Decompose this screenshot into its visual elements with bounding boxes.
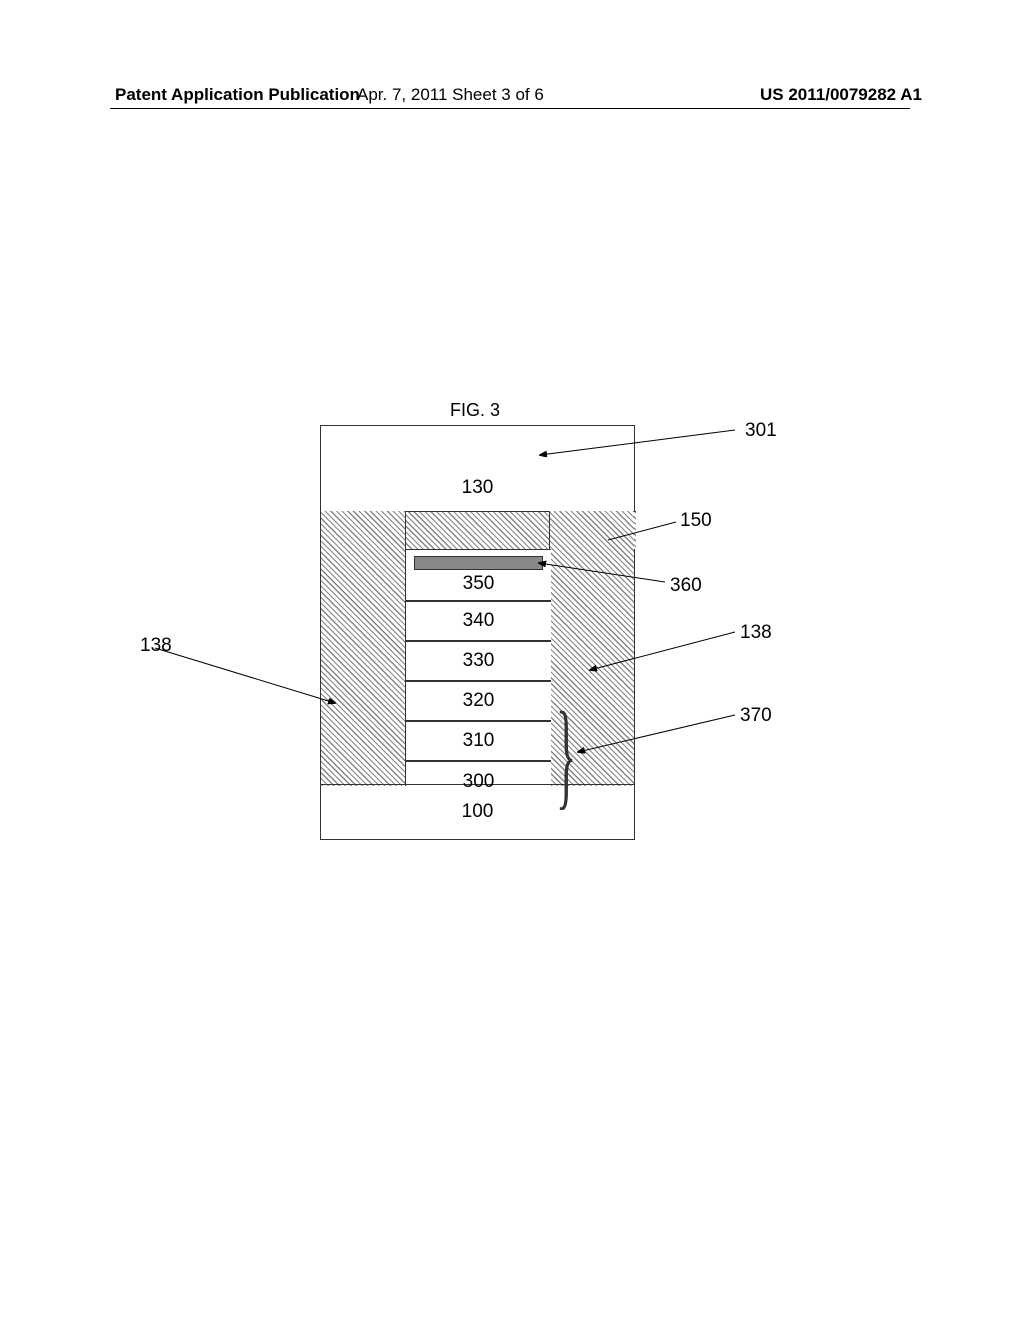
layer-310: 310 bbox=[406, 721, 551, 761]
layer-330: 330 bbox=[406, 641, 551, 681]
layer-130-label: 130 bbox=[462, 477, 494, 499]
header-right: US 2011/0079282 A1 bbox=[760, 85, 922, 105]
layer-stack: 350 340 330 320 310 300 bbox=[406, 549, 551, 801]
hatch-left bbox=[321, 511, 406, 786]
figure-title: FIG. 3 bbox=[450, 400, 500, 421]
callout-370: 370 bbox=[740, 705, 772, 727]
figure-frame: 130 350 340 330 320 310 300 } 100 bbox=[320, 425, 635, 840]
layer-340: 340 bbox=[406, 601, 551, 641]
leader-138-left bbox=[155, 648, 335, 703]
callout-360: 360 bbox=[670, 575, 702, 597]
layer-330-label: 330 bbox=[463, 650, 495, 672]
page: Patent Application Publication Apr. 7, 2… bbox=[0, 0, 1024, 1320]
layer-300-label: 300 bbox=[463, 771, 495, 793]
layer-340-label: 340 bbox=[463, 610, 495, 632]
callout-150: 150 bbox=[680, 510, 712, 532]
header-rule bbox=[110, 108, 910, 109]
callout-301: 301 bbox=[745, 420, 777, 442]
layer-350-label: 350 bbox=[463, 573, 495, 595]
layer-320: 320 bbox=[406, 681, 551, 721]
layer-310-label: 310 bbox=[463, 730, 495, 752]
header-mid: Apr. 7, 2011 Sheet 3 of 6 bbox=[357, 85, 544, 105]
grey-bar-360 bbox=[414, 556, 543, 570]
layer-100-label: 100 bbox=[462, 801, 494, 823]
layer-320-label: 320 bbox=[463, 690, 495, 712]
header-left: Patent Application Publication bbox=[115, 85, 360, 105]
callout-138-right: 138 bbox=[740, 622, 772, 644]
layer-130: 130 bbox=[321, 426, 634, 511]
callout-138-left: 138 bbox=[140, 635, 172, 657]
layer-350: 350 bbox=[406, 549, 551, 601]
